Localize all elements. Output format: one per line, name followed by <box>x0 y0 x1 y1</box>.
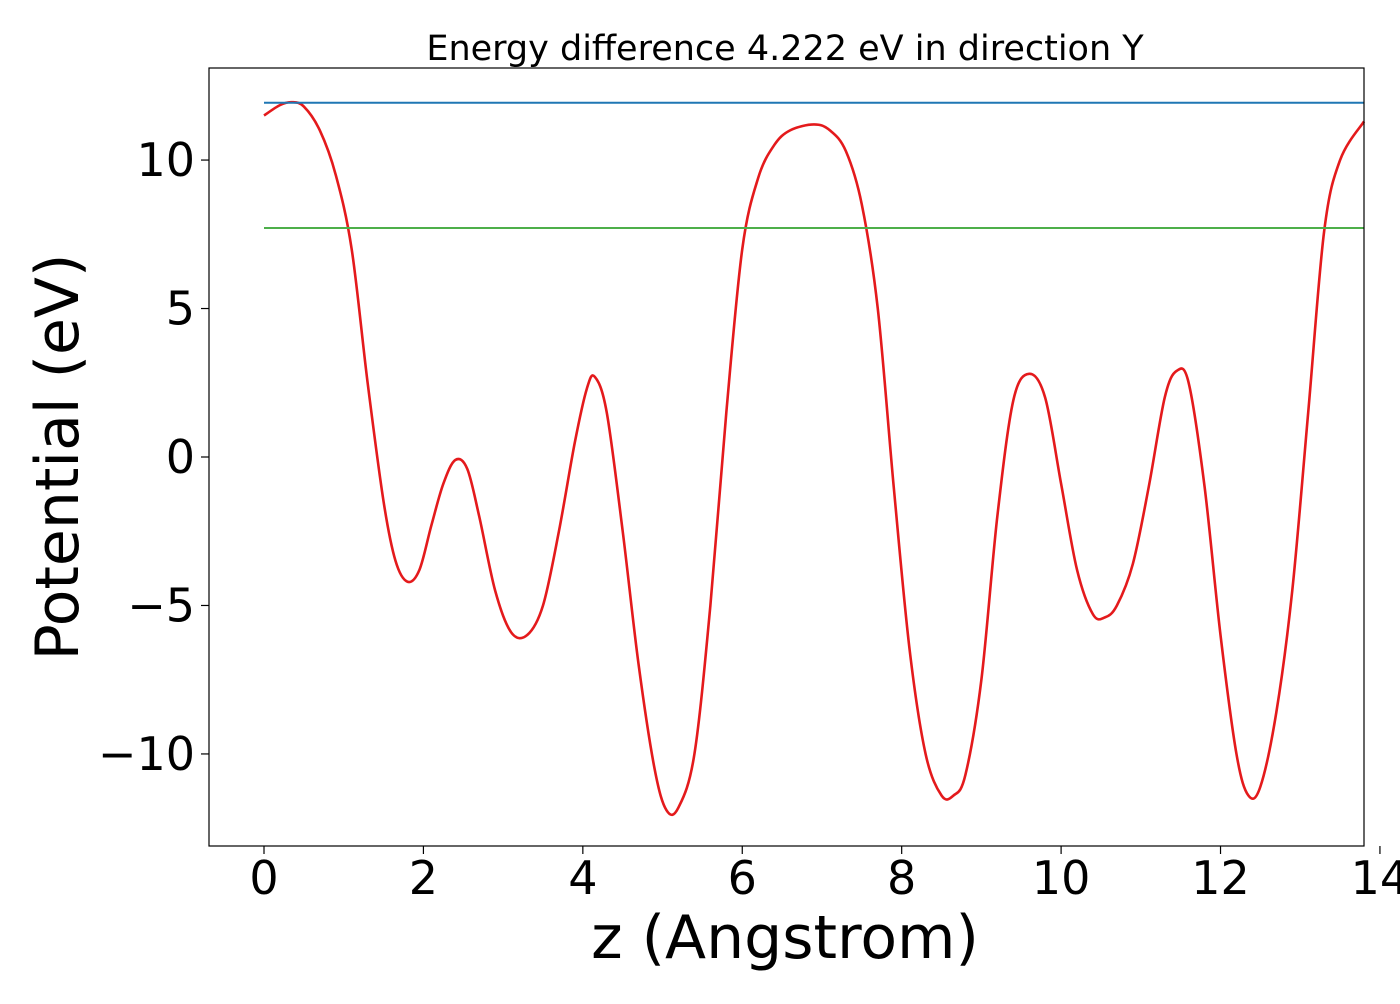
y-tick-label: 0 <box>166 430 195 484</box>
y-tick-label: 10 <box>136 133 195 187</box>
x-tick-label: 14 <box>1351 851 1400 905</box>
x-tick-label: 2 <box>409 851 438 905</box>
x-tick-label: 10 <box>1032 851 1091 905</box>
x-tick-label: 12 <box>1191 851 1250 905</box>
potential-curve <box>263 100 1366 817</box>
plot-area-frame <box>208 67 1365 847</box>
y-tick-label: −5 <box>127 578 195 632</box>
x-tick-label: 0 <box>249 851 278 905</box>
x-axis-title: z (Angstrom) <box>591 903 979 973</box>
chart-title: Energy difference 4.222 eV in direction … <box>426 29 1144 69</box>
series-layer <box>263 100 1366 817</box>
x-tick-label: 8 <box>887 851 916 905</box>
y-tick-label: −10 <box>98 727 195 781</box>
x-tick-label: 4 <box>568 851 597 905</box>
y-axis-title: Potential (eV) <box>23 254 93 661</box>
y-tick-label: 5 <box>166 282 195 336</box>
x-tick-label: 6 <box>728 851 757 905</box>
x-axis-ticks: 0 2 4 6 8 10 12 14 <box>249 846 1400 905</box>
y-axis-ticks: −10 −5 0 5 10 <box>98 133 209 781</box>
